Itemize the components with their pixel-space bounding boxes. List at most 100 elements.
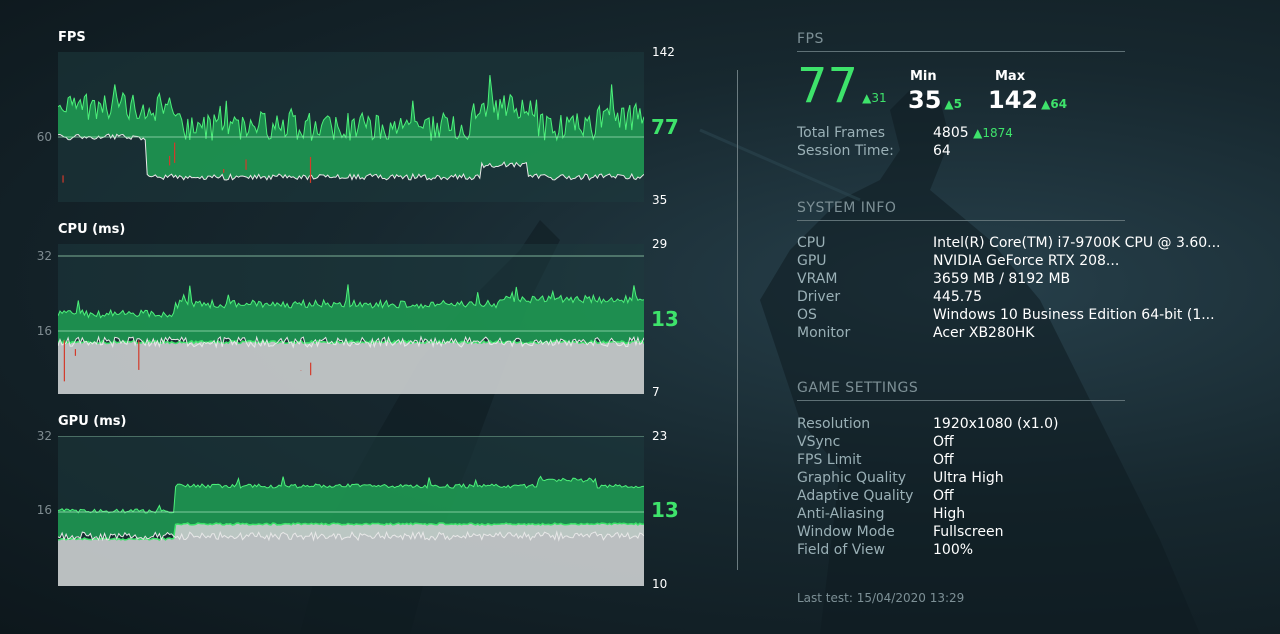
total-frames-value: 4805 [933, 125, 969, 141]
game-setting-value: Ultra High [933, 470, 1004, 486]
max-value: 142 [988, 86, 1039, 114]
total-frames-delta-value: 1874 [982, 126, 1013, 140]
min-value-group: 35 ▲5 [908, 88, 962, 112]
fps-ref-label: 60 [36, 130, 52, 144]
system-info-value: Windows 10 Business Edition 64-bit (1... [933, 307, 1215, 323]
game-setting-value: High [933, 506, 966, 522]
trace-top-line [58, 284, 644, 319]
game-setting-row: Field of View 100% [797, 542, 1237, 560]
game-setting-row: Adaptive Quality Off [797, 488, 1237, 506]
game-setting-row: FPS Limit Off [797, 452, 1237, 470]
last-test-label: Last test: 15/04/2020 13:29 [797, 591, 965, 605]
cpu-line-graph [58, 244, 644, 394]
max-delta-value: 64 [1050, 97, 1068, 111]
system-info-row: GPU NVIDIA GeForce RTX 208... [797, 253, 1237, 271]
system-info-row: Monitor Acer XB280HK [797, 325, 1237, 343]
system-info-label: OS [797, 307, 817, 323]
gpu-current-value: 13 [651, 498, 679, 522]
system-info-label: Monitor [797, 325, 851, 341]
game-setting-value: 100% [933, 542, 974, 558]
game-setting-row: Graphic Quality Ultra High [797, 470, 1237, 488]
min-value: 35 [908, 86, 942, 114]
game-setting-row: Anti-Aliasing High [797, 506, 1237, 524]
min-label: Min [910, 69, 937, 84]
system-info-label: GPU [797, 253, 827, 269]
trace-bottom-line [58, 335, 644, 349]
total-frames-value-group: 4805 ▲1874 [933, 125, 1013, 141]
cpu-current-value: 13 [651, 307, 679, 331]
game-setting-row: Window Mode Fullscreen [797, 524, 1237, 542]
fps-section-title: FPS [797, 31, 824, 47]
game-settings-rule [797, 400, 1125, 401]
game-setting-value: Off [933, 434, 954, 450]
cpu-graph-title: CPU (ms) [58, 222, 126, 237]
system-info-row: OS Windows 10 Business Edition 64-bit (1.… [797, 307, 1237, 325]
game-setting-value: Off [933, 452, 954, 468]
game-setting-label: Field of View [797, 542, 885, 558]
game-setting-value: 1920x1080 (x1.0) [933, 416, 1059, 432]
session-time-row: Session Time: 64 [797, 143, 1237, 161]
game-setting-row: VSync Off [797, 434, 1237, 452]
system-info-value: Intel(R) Core(TM) i7-9700K CPU @ 3.60... [933, 235, 1221, 251]
fps-line-graph [58, 52, 644, 202]
game-setting-label: Window Mode [797, 524, 895, 540]
gpu-plot [58, 436, 644, 586]
panel-divider [737, 70, 738, 570]
max-value-group: 142 ▲64 [988, 88, 1067, 112]
system-info-value: 445.75 [933, 289, 982, 305]
system-info-label: CPU [797, 235, 826, 251]
system-info-row: CPU Intel(R) Core(TM) i7-9700K CPU @ 3.60… [797, 235, 1237, 253]
fps-plot [58, 52, 644, 202]
cpu-max-label: 29 [652, 237, 668, 251]
fps-current-delta: ▲31 [862, 91, 887, 105]
trace-base-area [58, 523, 644, 586]
system-info-value: NVIDIA GeForce RTX 208... [933, 253, 1120, 269]
trace-fill-area [58, 75, 644, 180]
fps-graph-title: FPS [58, 30, 86, 45]
fps-current-big: 77 ▲31 [797, 62, 887, 110]
fps-min-label: 35 [652, 193, 668, 207]
cpu-plot [58, 244, 644, 394]
gpu-max-label: 23 [652, 429, 668, 443]
session-time-value: 64 [933, 143, 951, 159]
system-info-title: SYSTEM INFO [797, 200, 897, 216]
game-setting-label: Adaptive Quality [797, 488, 914, 504]
system-info-row: VRAM 3659 MB / 8192 MB [797, 271, 1237, 289]
game-settings-title: GAME SETTINGS [797, 380, 919, 396]
game-setting-label: Anti-Aliasing [797, 506, 885, 522]
trace-green-line [58, 522, 644, 541]
gpu-line-graph [58, 436, 644, 586]
system-info-row: Driver 445.75 [797, 289, 1237, 307]
fps-current-number: 77 [797, 58, 859, 114]
system-info-label: VRAM [797, 271, 838, 287]
total-frames-label: Total Frames [797, 125, 886, 141]
cpu-ref-high-label: 32 [36, 249, 52, 263]
min-delta-value: 5 [953, 97, 962, 111]
system-info-label: Driver [797, 289, 841, 305]
cpu-ref-low-label: 16 [36, 324, 52, 338]
game-setting-row: Resolution 1920x1080 (x1.0) [797, 416, 1237, 434]
game-setting-value: Off [933, 488, 954, 504]
gpu-ref-low-label: 16 [36, 503, 52, 517]
system-info-rule [797, 220, 1125, 221]
system-info-value: Acer XB280HK [933, 325, 1035, 341]
fps-max-label: 142 [652, 45, 675, 59]
trace-bottom-line [58, 133, 644, 181]
fps-section-rule [797, 51, 1125, 52]
game-setting-label: Resolution [797, 416, 871, 432]
gpu-min-label: 10 [652, 577, 668, 591]
trace-bottom-line [58, 530, 644, 542]
game-setting-value: Fullscreen [933, 524, 1004, 540]
total-frames-delta: ▲1874 [973, 126, 1013, 140]
trace-base-area [58, 340, 644, 394]
cpu-min-label: 7 [652, 385, 660, 399]
gpu-ref-high-label: 32 [36, 429, 52, 443]
trace-top-line [58, 75, 644, 142]
gpu-graph-title: GPU (ms) [58, 414, 127, 429]
session-time-label: Session Time: [797, 143, 894, 159]
min-delta: ▲5 [944, 97, 962, 111]
fps-current-value: 77 [651, 115, 679, 139]
game-setting-label: Graphic Quality [797, 470, 907, 486]
game-setting-label: VSync [797, 434, 841, 450]
fps-current-delta-value: 31 [871, 91, 887, 105]
